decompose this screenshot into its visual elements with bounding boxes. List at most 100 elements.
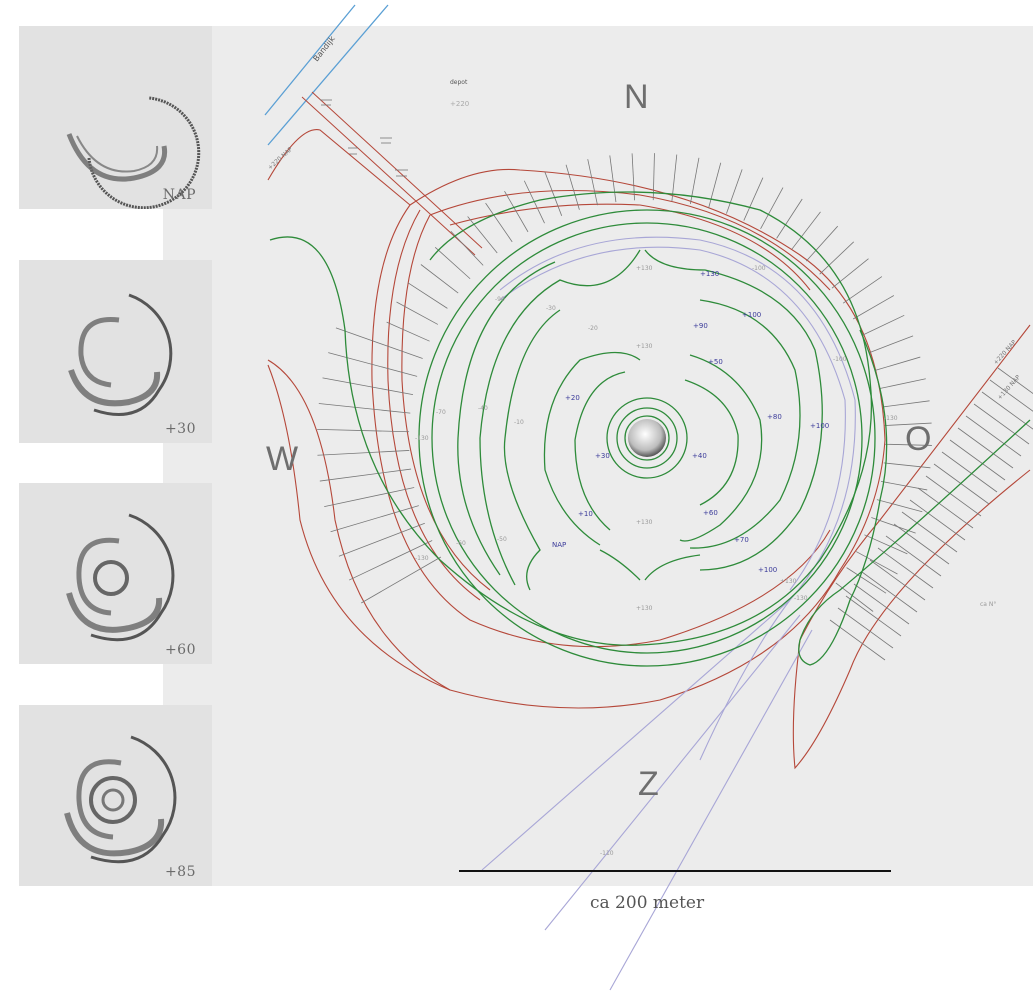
thumbnail-label: +30 xyxy=(164,421,196,437)
hachure-tick xyxy=(876,499,923,513)
hachure-tick xyxy=(805,225,838,262)
hachure-tick xyxy=(989,379,1033,412)
contour-label: -130 xyxy=(415,555,429,562)
labyrinth-contours xyxy=(269,191,1031,667)
thumbnail-85: +85 xyxy=(19,705,212,886)
hachure-tick xyxy=(861,571,918,613)
outer-boundary xyxy=(267,129,1031,770)
hachure-tick xyxy=(361,556,442,604)
contour-label: +70 xyxy=(734,536,749,544)
hachure-tick xyxy=(917,487,974,529)
thumbnail-label: NAP xyxy=(162,187,196,203)
contour-label: +80 xyxy=(767,413,782,421)
hachure-tick xyxy=(933,463,990,505)
far-east-label: ca N° xyxy=(980,601,996,608)
hachure-tick xyxy=(338,522,425,557)
contour-label: -130 xyxy=(884,415,898,422)
contour-label: -110 xyxy=(600,850,614,857)
contour-label: -100 xyxy=(833,356,847,363)
hachure-tick xyxy=(348,540,433,581)
hachure-tick xyxy=(504,190,529,233)
thumbnail-label: +60 xyxy=(164,642,196,658)
hachure-tick xyxy=(544,171,563,216)
contour-label: +130 xyxy=(636,265,653,272)
contour-label: +30 xyxy=(595,452,610,460)
contour-label: +130 xyxy=(636,343,653,350)
hachure-tick xyxy=(846,567,887,594)
nw-level: +220 NAP xyxy=(267,146,295,172)
hachure-tick xyxy=(869,335,914,354)
hachure-tick xyxy=(726,169,743,214)
contour-label: +60 xyxy=(703,509,718,517)
hachure-tick xyxy=(909,499,966,541)
contour-label: +90 xyxy=(693,322,708,330)
contour-label: -50 xyxy=(497,536,507,543)
hachure-tick xyxy=(831,258,869,289)
hachure-tick xyxy=(330,505,419,533)
hachure-tick xyxy=(869,559,926,601)
contour-label: +20 xyxy=(565,394,580,402)
hachure-tick xyxy=(879,378,926,389)
hachure-tick xyxy=(875,356,921,371)
hachure-tick xyxy=(882,400,930,408)
hachure-tick xyxy=(957,427,1014,469)
compass-west: W xyxy=(266,440,299,478)
contour-label: +100 xyxy=(758,566,777,574)
contour-label: -130 xyxy=(415,435,429,442)
compass-east: O xyxy=(905,420,932,458)
hachure-tick xyxy=(845,595,902,637)
contour-label: +130 xyxy=(780,578,797,585)
scale-label: ca 200 meter xyxy=(590,893,705,913)
hachure-tick xyxy=(386,321,430,342)
hachure-tick xyxy=(965,415,1022,457)
hachure-tick xyxy=(893,523,950,565)
contour-label: -60 xyxy=(456,540,466,547)
ne-level: +220 NAP xyxy=(992,339,1018,367)
hachure-tick xyxy=(317,428,410,433)
nw-road xyxy=(301,91,483,256)
hachure-tick xyxy=(852,295,895,320)
hachure-tick xyxy=(949,439,1006,481)
hachure-tick xyxy=(319,468,412,482)
hachure-tick xyxy=(941,451,998,493)
thumbnail-nap: NAP xyxy=(19,26,212,209)
hachure-tick xyxy=(884,422,932,426)
contour-label: -130 xyxy=(794,595,808,602)
slope-hachures xyxy=(317,153,1033,661)
hachure-tick xyxy=(880,480,928,491)
dike-label: Bandijk xyxy=(311,34,337,63)
hachure-tick xyxy=(318,403,411,414)
contour-label: -100 xyxy=(752,265,766,272)
contour-label: -70 xyxy=(436,409,446,416)
hachure-tick xyxy=(322,377,414,396)
hachure-tick xyxy=(609,155,617,203)
hachure-tick xyxy=(760,187,784,230)
hachure-tick xyxy=(819,241,855,275)
thumbnail-sketch xyxy=(68,293,173,416)
hachure-tick xyxy=(829,619,886,661)
depot-level: +220 xyxy=(450,100,469,108)
compass-north: N xyxy=(624,78,649,116)
hachure-tick xyxy=(853,583,910,625)
hachure-tick xyxy=(861,314,905,336)
hachure-tick xyxy=(877,547,934,589)
hachure-tick xyxy=(317,450,410,456)
hachure-tick xyxy=(396,301,439,325)
hachure-tick xyxy=(791,211,821,250)
thumbnail-sketch xyxy=(66,96,201,209)
hachure-tick xyxy=(328,352,418,377)
scale-bar xyxy=(459,870,891,872)
contour-label: -30 xyxy=(546,305,556,312)
contour-label: -90 xyxy=(495,296,505,303)
contour-label: +40 xyxy=(692,452,707,460)
hachure-tick xyxy=(335,327,423,359)
contour-label: +130 xyxy=(700,270,719,278)
hachure-tick xyxy=(467,216,498,254)
contour-label: NAP xyxy=(552,541,566,549)
hachure-tick xyxy=(835,582,874,612)
hachure-tick xyxy=(837,607,894,649)
contour-label: +130 xyxy=(636,605,653,612)
contour-label: -10 xyxy=(514,419,524,426)
nw-road-ticks xyxy=(320,99,408,177)
depot-label: depot xyxy=(450,79,468,86)
